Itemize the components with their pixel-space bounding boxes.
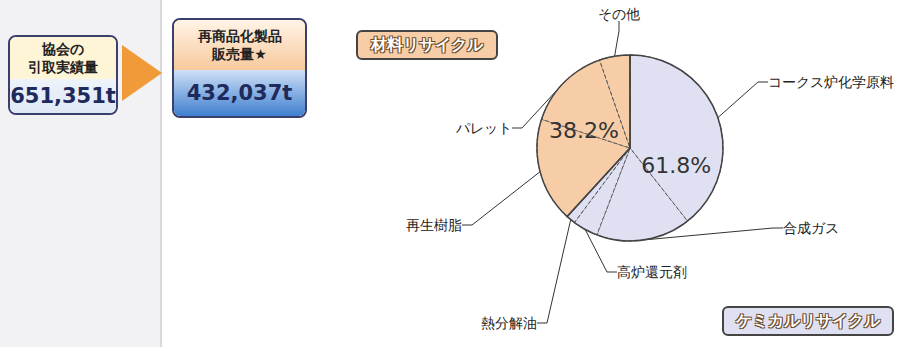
- html-text:432,037t: 432,037t: [186, 81, 293, 105]
- svg-text:その他: その他: [598, 6, 640, 22]
- html-text:651,351t: 651,351t: [10, 84, 116, 108]
- svg-text:再生樹脂: 再生樹脂: [406, 217, 462, 233]
- html-text:協会の: 協会の: [42, 41, 84, 57]
- html-text:再商品化製品: 再商品化製品: [197, 28, 282, 44]
- svg-text:パレット: パレット: [455, 120, 512, 136]
- svg-text:38.2%: 38.2%: [549, 118, 619, 143]
- html-text:ケミカルリサイクル: ケミカルリサイクル: [736, 310, 880, 330]
- html-text:販売量★: 販売量★: [212, 46, 267, 62]
- svg-text:合成ガス: 合成ガス: [783, 220, 839, 236]
- svg-text:高炉還元剤: 高炉還元剤: [617, 264, 687, 280]
- html-text:引取実績量: 引取実績量: [28, 59, 98, 75]
- html-text:材料リサイクル: 材料リサイクル: [371, 34, 483, 54]
- svg-text:熱分解油: 熱分解油: [481, 315, 537, 331]
- svg-text:61.8%: 61.8%: [641, 153, 711, 178]
- svg-text:コークス炉化学原料: コークス炉化学原料: [768, 74, 894, 90]
